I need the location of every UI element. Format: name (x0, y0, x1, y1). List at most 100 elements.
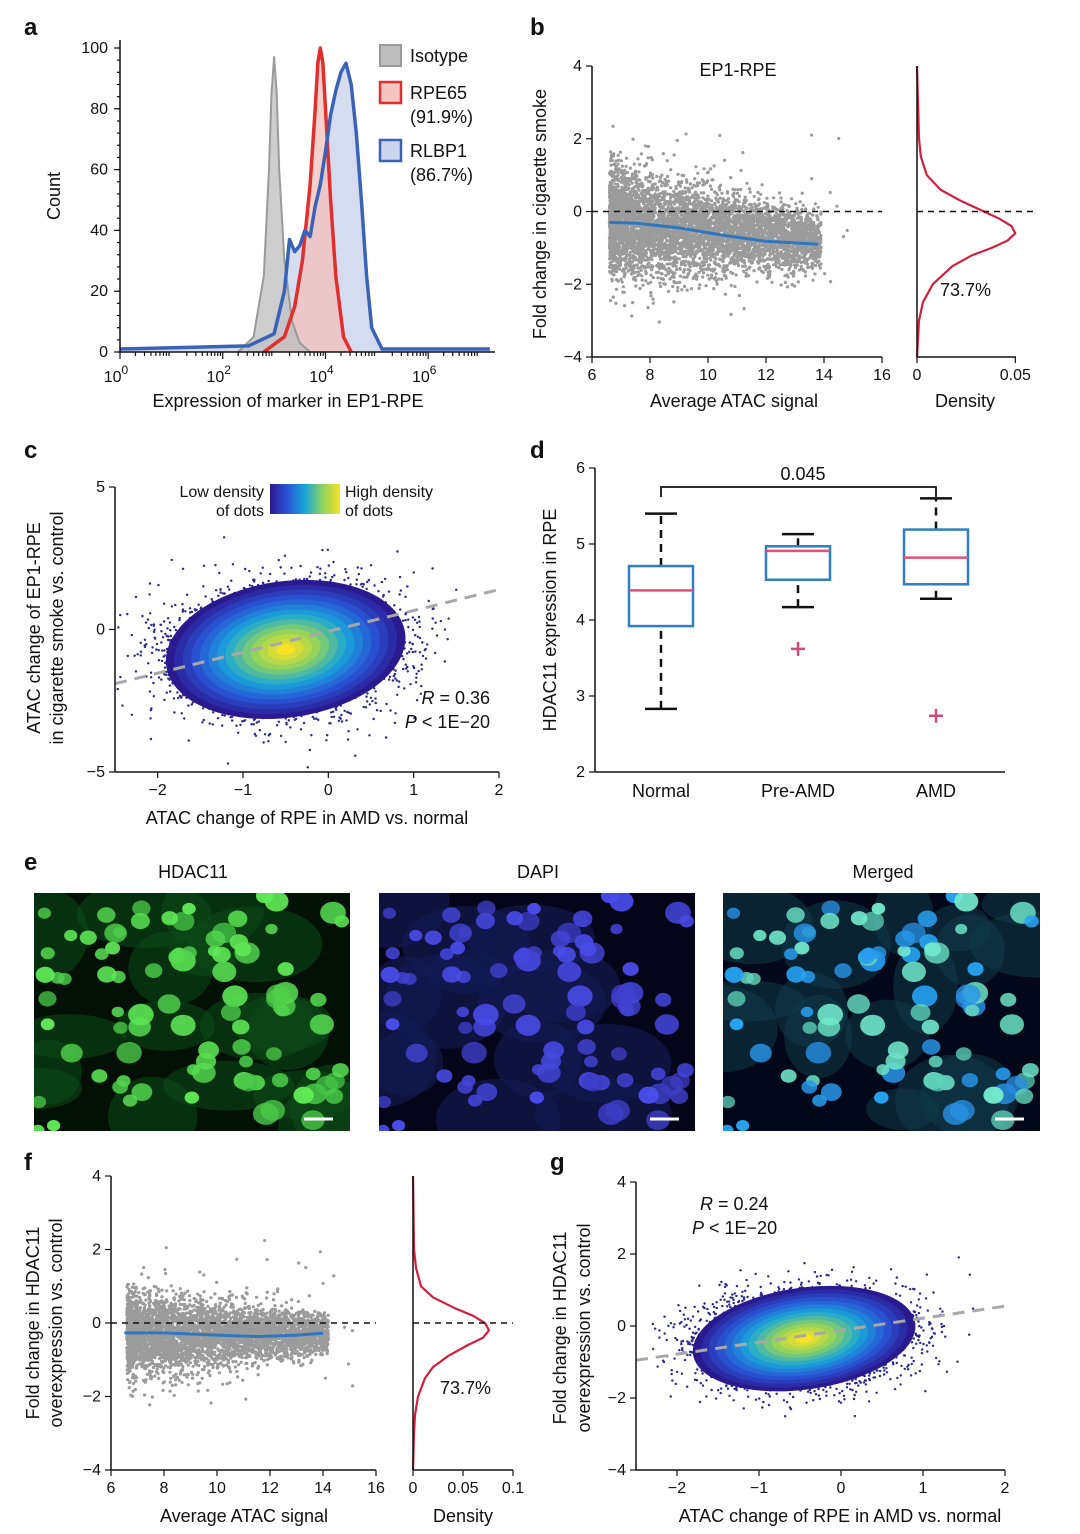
cell-nucleus (870, 946, 887, 960)
histogram-panel-a: 0 20 40 60 80 100 100 102 104 106 Expression of … (44, 40, 495, 411)
cell-nucleus (786, 966, 806, 983)
y-axis-label-g-line1: Fold change in HDAC11 (550, 1232, 570, 1425)
cell-nucleus (736, 1120, 750, 1131)
regression-line (635, 1304, 1006, 1362)
x-tick-label: 6 (107, 1480, 116, 1497)
y-tick-label: 0 (92, 1315, 101, 1332)
x-tick-label: 10 (699, 367, 717, 384)
histogram-fill-isotype (238, 57, 311, 352)
cell-nucleus (97, 966, 117, 983)
x-tick-label: 10 (208, 1480, 226, 1497)
cell-nucleus (793, 923, 817, 943)
cell-nucleus (450, 941, 466, 955)
cell-nucleus (917, 910, 937, 928)
cell-nucleus (184, 1091, 199, 1104)
outlier-marker (791, 641, 805, 656)
data-point (250, 1348, 255, 1352)
data-point (674, 214, 679, 219)
cell-nucleus (130, 912, 150, 930)
data-point (682, 173, 686, 178)
cell-nucleus (784, 948, 798, 960)
panel-letter-b: b (530, 14, 545, 41)
x-tick-label: 14 (314, 1480, 332, 1497)
y-tick-label: 2 (576, 764, 585, 781)
data-point (151, 1320, 156, 1324)
data-point (216, 1353, 220, 1358)
data-point (290, 1329, 294, 1333)
cell-nucleus (409, 929, 423, 942)
data-point (209, 1401, 213, 1405)
micrograph-cells-merged (723, 893, 1040, 1131)
y-axis-label-c-line2: in cigarette smoke vs. control (47, 511, 67, 744)
panel-letter-e: e (24, 849, 37, 876)
data-point (646, 246, 651, 250)
y-tick-label: 4 (576, 612, 585, 629)
x-tick-label: 104 (309, 363, 334, 386)
x-tick-label: 12 (261, 1480, 279, 1497)
cell-nucleus (476, 1083, 498, 1101)
legend-pct-rlbp1: (86.7%) (410, 165, 473, 185)
y-tick-label: −4 (564, 349, 582, 366)
colorbar-low-label-2: of dots (216, 503, 264, 520)
data-point (265, 1258, 269, 1262)
data-point (736, 256, 740, 260)
cell-nucleus (113, 1021, 128, 1034)
cell-nucleus (310, 992, 327, 1007)
data-point (346, 1362, 351, 1366)
cell-nucleus (442, 966, 462, 983)
data-point (177, 1378, 181, 1382)
data-point (162, 1350, 167, 1355)
legend-a: Isotype RPE65 (91.9%) RLBP1 (86.7%) (378, 44, 473, 185)
x-tick-label: 0.05 (447, 1480, 478, 1497)
cell-nucleus (424, 930, 442, 945)
boxplot-panel-d: 2 3 4 5 6 Normal Pre-AMD AMD HDAC11 expression… (540, 460, 1005, 801)
y-tick-label: 6 (576, 460, 585, 477)
cell-nucleus (860, 1014, 886, 1036)
data-point (229, 1330, 233, 1334)
cell-nucleus (305, 1067, 321, 1081)
cell-nucleus (950, 1099, 975, 1121)
cell-nucleus (834, 963, 852, 979)
stats-p-g: P < 1E−20 (692, 1218, 777, 1238)
cell-nucleus (567, 985, 593, 1007)
cell-nucleus (266, 984, 291, 1006)
cell-nucleus (910, 1003, 931, 1021)
cell-nucleus (57, 972, 72, 985)
data-point (807, 218, 811, 222)
cell-nucleus (954, 893, 979, 912)
colorbar (270, 484, 340, 514)
cell-nucleus (610, 923, 623, 935)
cell-nucleus (927, 1073, 949, 1092)
x-tick-label: 1 (919, 1480, 928, 1497)
cell-nucleus (277, 962, 294, 976)
cell-nucleus (540, 1052, 562, 1070)
cell-nucleus (132, 900, 151, 917)
x-tick-label: −2 (149, 782, 167, 799)
data-point (841, 234, 846, 239)
data-point (265, 1290, 269, 1294)
cell-nucleus (222, 985, 248, 1007)
y-tick-label: 2 (573, 131, 582, 148)
data-point (630, 200, 634, 204)
data-point (282, 1324, 286, 1329)
y-tick-label: 4 (573, 58, 582, 75)
cell-nucleus (638, 1086, 659, 1104)
data-point (710, 178, 714, 182)
cell-nucleus (293, 1086, 314, 1104)
data-point (227, 1297, 232, 1301)
data-point (705, 224, 709, 228)
cell-nucleus (457, 1080, 473, 1094)
cell-nucleus (995, 1067, 1011, 1081)
data-point (145, 1354, 150, 1359)
cell-nucleus (584, 1055, 598, 1068)
data-point (244, 1397, 248, 1401)
cell-nucleus (79, 930, 97, 945)
cell-nucleus (392, 1120, 406, 1131)
panel-letter-f: f (24, 1149, 33, 1176)
density-annotation-f: 73.7% (440, 1378, 491, 1398)
data-point (845, 228, 849, 233)
data-point (263, 1238, 267, 1243)
cell-nucleus (207, 945, 222, 957)
x-tick-label: 102 (206, 363, 231, 386)
density-curve (915, 65, 1017, 358)
